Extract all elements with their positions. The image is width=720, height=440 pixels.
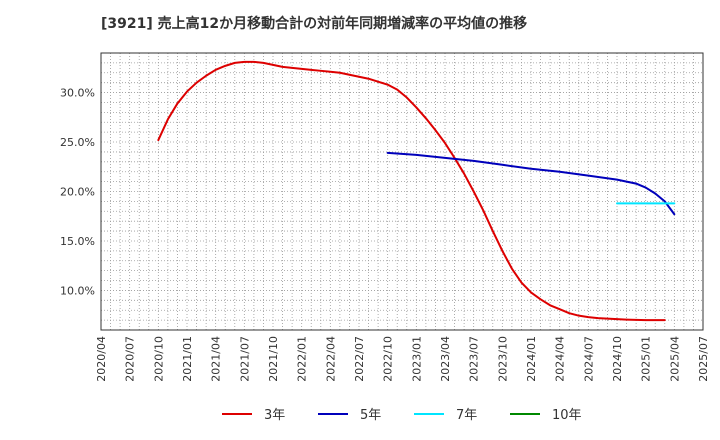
x-tick-label: 2024/10	[611, 336, 624, 382]
x-tick-label: 2022/01	[296, 336, 309, 382]
legend-label: 7年	[456, 408, 477, 423]
legend-label: 10年	[552, 408, 582, 423]
plot-area-border	[100, 52, 704, 331]
y-axis: 10.0% 15.0% 20.0% 25.0% 30.0%	[60, 87, 95, 298]
x-tick-label: 2020/07	[124, 336, 137, 382]
y-tick-label: 10.0%	[60, 284, 95, 297]
y-tick-label: 30.0%	[60, 87, 95, 100]
x-tick-label: 2021/04	[210, 336, 223, 382]
x-tick-label: 2023/10	[496, 336, 509, 382]
x-tick-label: 2025/04	[668, 336, 681, 382]
x-tick-label: 2025/01	[640, 336, 653, 382]
x-tick-label: 2023/07	[468, 336, 481, 382]
series-line-5年	[386, 151, 676, 216]
legend-label: 5年	[360, 408, 381, 423]
series-layer	[157, 60, 676, 322]
x-axis: 2020/04 2020/07 2020/10 2021/01 2021/04 2021/…	[95, 336, 710, 382]
x-tick-label: 2020/10	[152, 336, 165, 382]
series-line-3年	[157, 60, 666, 322]
x-tick-label: 2021/07	[238, 336, 251, 382]
y-tick-label: 25.0%	[60, 136, 95, 149]
x-tick-label: 2023/01	[410, 336, 423, 382]
x-tick-label: 2021/10	[267, 336, 280, 382]
y-tick-label: 15.0%	[60, 235, 95, 248]
x-tick-label: 2020/04	[95, 336, 108, 382]
x-tick-label: 2024/07	[582, 336, 595, 382]
chart-title: [3921] 売上高12か月移動合計の対前年同期増減率の平均値の推移	[101, 16, 528, 32]
x-tick-label: 2023/04	[439, 336, 452, 382]
y-tick-label: 20.0%	[60, 186, 95, 199]
x-tick-label: 2024/01	[525, 336, 538, 382]
x-tick-label: 2025/07	[697, 336, 710, 382]
x-tick-label: 2024/04	[554, 336, 567, 382]
x-tick-label: 2022/07	[353, 336, 366, 382]
legend-label: 3年	[264, 408, 285, 423]
x-tick-label: 2021/01	[181, 336, 194, 382]
x-tick-label: 2022/10	[382, 336, 395, 382]
legend: 3年 5年 7年 10年	[222, 408, 582, 423]
x-tick-label: 2022/04	[324, 336, 337, 382]
